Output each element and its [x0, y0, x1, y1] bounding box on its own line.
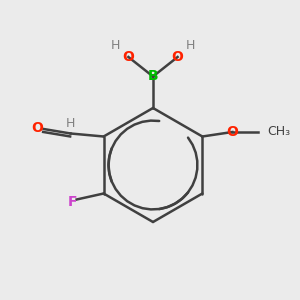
Text: CH₃: CH₃: [267, 125, 290, 139]
Text: H: H: [185, 39, 195, 52]
Text: O: O: [226, 125, 238, 139]
Text: H: H: [66, 116, 75, 130]
Text: H: H: [111, 39, 121, 52]
Text: F: F: [68, 196, 77, 209]
Text: O: O: [122, 50, 134, 64]
Text: O: O: [32, 121, 44, 134]
Text: B: B: [148, 70, 158, 83]
Text: O: O: [172, 50, 184, 64]
